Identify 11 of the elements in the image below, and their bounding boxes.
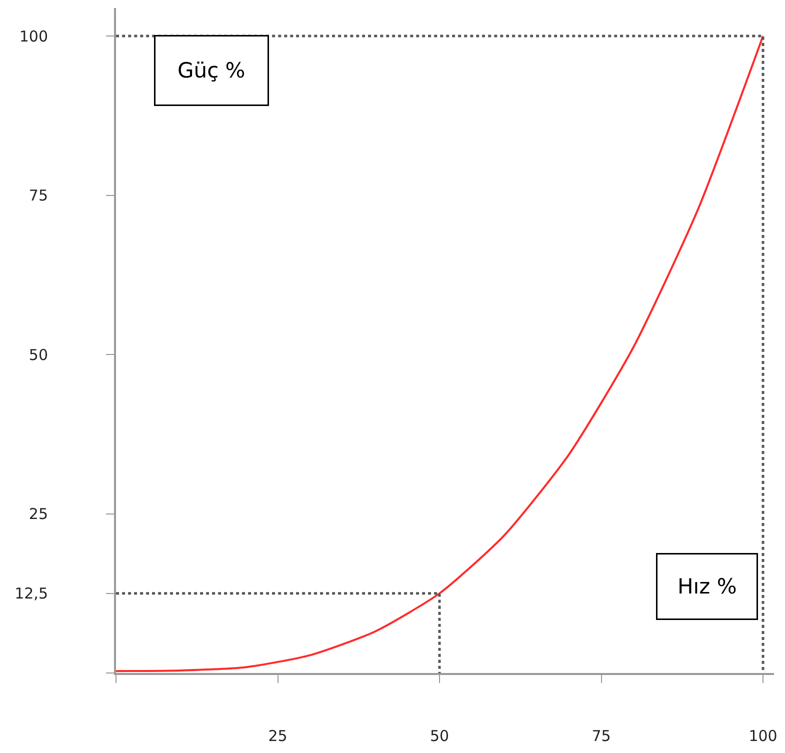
y-tick-label: 75 [28,186,48,205]
x-tick-label: 75 [592,727,611,745]
y-tick-label: 12,5 [14,584,48,603]
y-tick-label: 50 [28,346,48,364]
x-axis-title: Hız % [678,574,737,598]
y-tick-label: 100 [19,27,48,46]
y-tick-label: 25 [28,505,48,524]
y-axis-title: Güç % [178,58,246,82]
x-tick-label: 25 [268,727,288,745]
x-tick-label: 100 [748,727,778,745]
x-tick-label: 50 [430,727,450,745]
